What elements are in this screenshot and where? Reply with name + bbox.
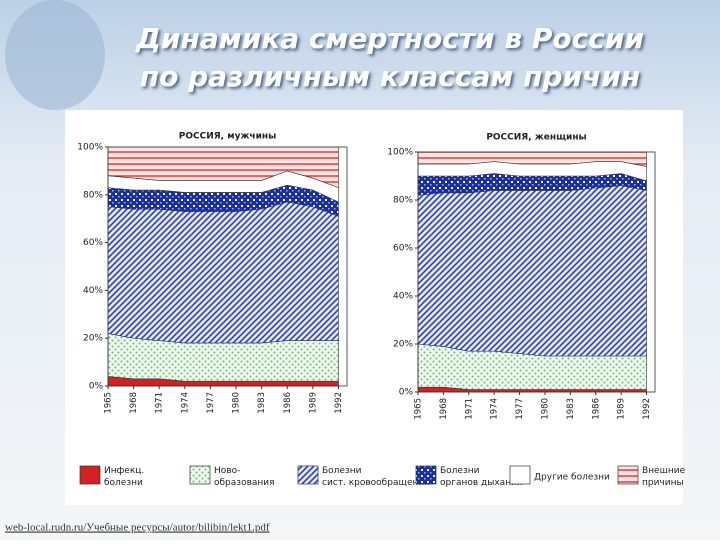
x-tick-label: 1977	[206, 392, 216, 414]
area	[417, 185, 647, 357]
plot-frame	[107, 146, 348, 387]
chart-title: РОССИЯ, женщины	[486, 133, 586, 143]
x-tick-label: 1992	[642, 398, 652, 420]
x-tick-label: 1983	[257, 392, 267, 414]
x-tick-label: 1980	[540, 398, 550, 420]
legend-swatch	[415, 465, 437, 485]
legend-label: Болезни сист. кровообращения	[322, 466, 430, 488]
y-tick-label: 100%	[387, 148, 413, 158]
x-tick-label: 1974	[490, 398, 500, 420]
legend-label: Ново-образования	[214, 466, 275, 488]
source: web-local.rudn.ru/Учебные ресурсы/autor/…	[5, 522, 270, 534]
x-tick-label: 1989	[617, 398, 627, 420]
legend-label: Инфекц. болезни	[104, 466, 144, 488]
y-tick-label: 0%	[399, 388, 414, 398]
y-tick-label: 20%	[393, 340, 413, 350]
x-tick-label: 1986	[591, 398, 601, 420]
x-tick-label: 1968	[439, 398, 449, 420]
x-tick-label: 1980	[232, 392, 242, 414]
y-tick-label: 100%	[77, 143, 103, 153]
legend-swatch	[617, 465, 639, 485]
legend-swatch	[79, 465, 101, 485]
y-tick-label: 60%	[393, 244, 413, 254]
x-tick-label: 1974	[180, 392, 190, 414]
legend-swatch	[297, 465, 319, 485]
chart-title: РОССИЯ, мужчины	[179, 132, 277, 142]
legend-swatch	[189, 465, 211, 485]
y-tick-label: 60%	[83, 238, 103, 248]
y-tick-label: 40%	[83, 286, 103, 296]
x-tick-label: 1971	[464, 398, 474, 420]
legend-swatch	[509, 465, 531, 485]
legend-label: Болезни органов дыхания	[440, 466, 522, 488]
y-tick-label: 80%	[393, 196, 413, 206]
x-tick-label: 1971	[155, 392, 165, 414]
y-tick-label: 20%	[83, 334, 103, 344]
legend-label: Другие болезни	[534, 473, 610, 483]
x-tick-label: 1983	[566, 398, 576, 420]
x-tick-label: 1968	[129, 392, 139, 414]
x-tick-label: 1989	[308, 392, 318, 414]
slide-title: по различным классам причин	[140, 60, 641, 93]
slide-title: Динамика смертности в России	[135, 22, 644, 55]
y-tick-label: 40%	[393, 292, 413, 302]
decor-image	[5, 0, 105, 110]
x-tick-label: 1965	[104, 392, 114, 414]
area	[107, 201, 339, 344]
x-tick-label: 1992	[334, 392, 344, 414]
y-tick-label: 80%	[83, 190, 103, 200]
y-tick-label: 0%	[89, 382, 104, 392]
x-tick-label: 1977	[515, 398, 525, 420]
legend-label: Внешние причины	[642, 466, 686, 488]
x-tick-label: 1986	[283, 392, 293, 414]
x-tick-label: 1965	[414, 398, 424, 420]
plot-frame	[417, 151, 656, 393]
